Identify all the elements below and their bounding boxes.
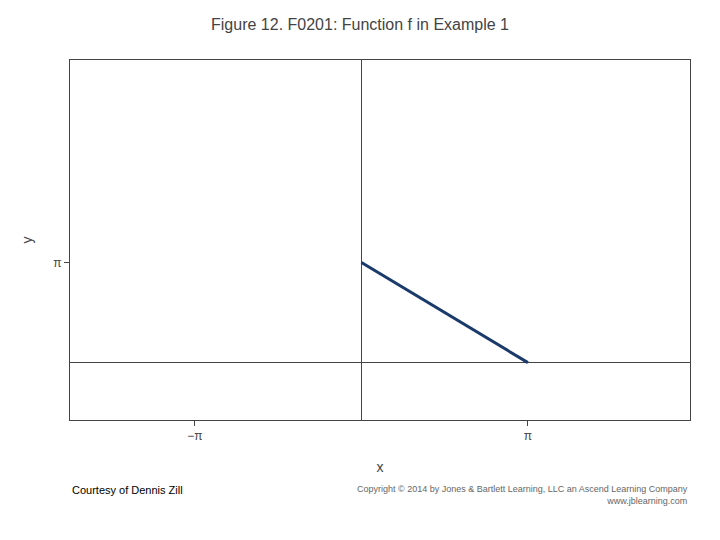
svg-text:−π: −π (187, 429, 202, 443)
svg-text:π: π (53, 256, 61, 270)
svg-text:π: π (524, 429, 532, 443)
svg-text:Copyright © 2014 by Jones & Ba: Copyright © 2014 by Jones & Bartlett Lea… (357, 484, 688, 506)
svg-text:y: y (19, 237, 35, 244)
svg-text:Courtesy of Dennis Zill: Courtesy of Dennis Zill (72, 484, 183, 496)
svg-text:x: x (377, 459, 384, 475)
svg-text:Figure 12. F0201: Function f i: Figure 12. F0201: Function f in Example … (211, 16, 509, 33)
